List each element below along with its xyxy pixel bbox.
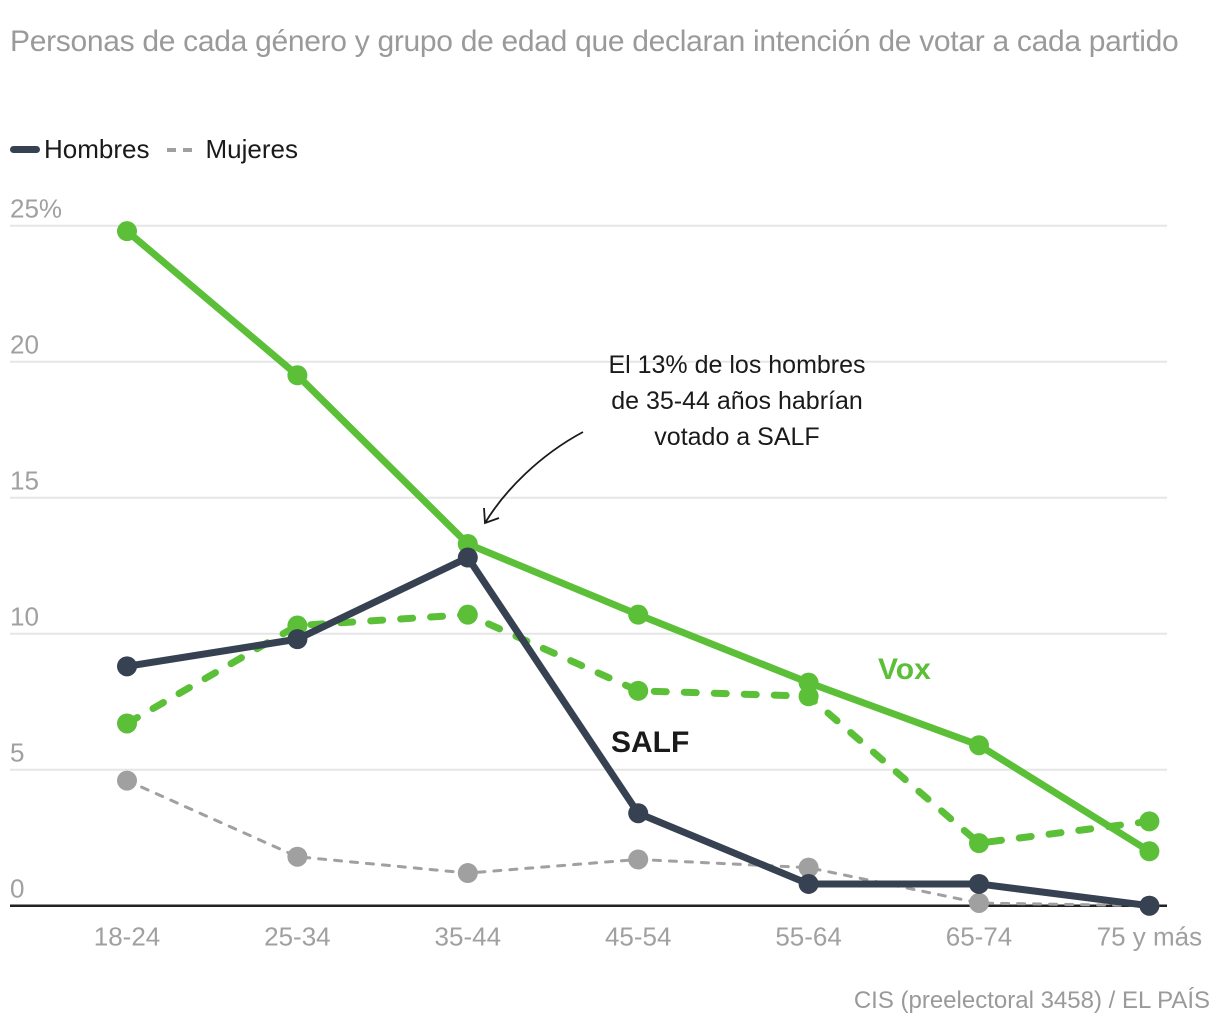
legend-item-mujeres: Mujeres — [167, 134, 298, 165]
data-point — [1139, 811, 1160, 832]
series-salf-hombres — [117, 547, 1160, 916]
dashed-line-swatch-icon — [167, 147, 198, 152]
legend-label-mujeres: Mujeres — [205, 134, 298, 164]
data-point — [1139, 841, 1160, 862]
annotation-line-1: El 13% de los hombres — [608, 351, 865, 379]
y-tick-label: 15 — [10, 466, 39, 496]
x-tick-label: 35-44 — [435, 922, 502, 952]
annotation-line-3: votado a SALF — [654, 423, 819, 451]
data-point — [287, 846, 308, 867]
data-point — [628, 849, 649, 870]
y-tick-label: 25% — [10, 194, 62, 224]
data-point — [117, 713, 137, 734]
data-point — [969, 892, 989, 913]
data-point — [117, 221, 137, 242]
data-point — [628, 604, 649, 625]
x-tick-label: 75 y más — [1097, 922, 1203, 952]
data-point — [628, 803, 649, 824]
data-point — [1139, 895, 1160, 916]
x-tick-label: 45-54 — [605, 922, 672, 952]
y-tick-label: 10 — [10, 602, 39, 632]
data-point — [798, 873, 819, 894]
x-tick-label: 65-74 — [946, 922, 1013, 952]
data-point — [969, 873, 989, 894]
data-point — [798, 857, 819, 878]
source-credit: CIS (preelectoral 3458) / EL PAÍS — [853, 987, 1210, 1014]
data-point — [287, 365, 308, 386]
legend-item-hombres: Hombres — [10, 134, 149, 165]
data-point — [628, 680, 649, 701]
chart-title: Personas de cada género y grupo de edad … — [10, 25, 1179, 58]
annotation-line-2: de 35-44 años habrían — [611, 387, 863, 415]
data-point — [457, 547, 478, 568]
annotation-arrowhead-icon — [483, 507, 500, 525]
data-point — [117, 770, 137, 791]
data-point — [117, 656, 137, 677]
series-label-salf: SALF — [611, 726, 689, 759]
data-point — [798, 686, 819, 707]
series-salf-mujeres — [117, 770, 1160, 916]
y-axis-tick-labels: 0 5 10 15 20 25% — [10, 194, 62, 904]
legend: Hombres Mujeres — [10, 134, 316, 165]
x-axis-tick-labels: 18-24 25-34 35-44 45-54 55-64 65-74 75 y más — [94, 922, 1202, 952]
annotation-group: El 13% de los hombres de 35-44 años habr… — [483, 351, 866, 525]
x-tick-label: 18-24 — [94, 922, 161, 952]
y-tick-label: 5 — [10, 738, 24, 768]
data-point — [287, 629, 308, 650]
data-point — [457, 604, 478, 625]
series-lines — [117, 221, 1160, 916]
gridlines — [10, 224, 1167, 907]
data-point — [969, 833, 989, 854]
solid-line-swatch-icon — [10, 146, 40, 153]
x-tick-label: 55-64 — [775, 922, 842, 952]
legend-label-hombres: Hombres — [44, 134, 150, 164]
data-point — [457, 863, 478, 884]
x-tick-label: 25-34 — [264, 922, 331, 952]
annotation-arrow-icon — [484, 431, 584, 524]
y-tick-label: 20 — [10, 330, 39, 360]
data-point — [969, 735, 989, 756]
series-label-vox: Vox — [878, 653, 931, 686]
y-tick-label: 0 — [10, 874, 24, 904]
series-vox-hombres — [117, 221, 1160, 862]
